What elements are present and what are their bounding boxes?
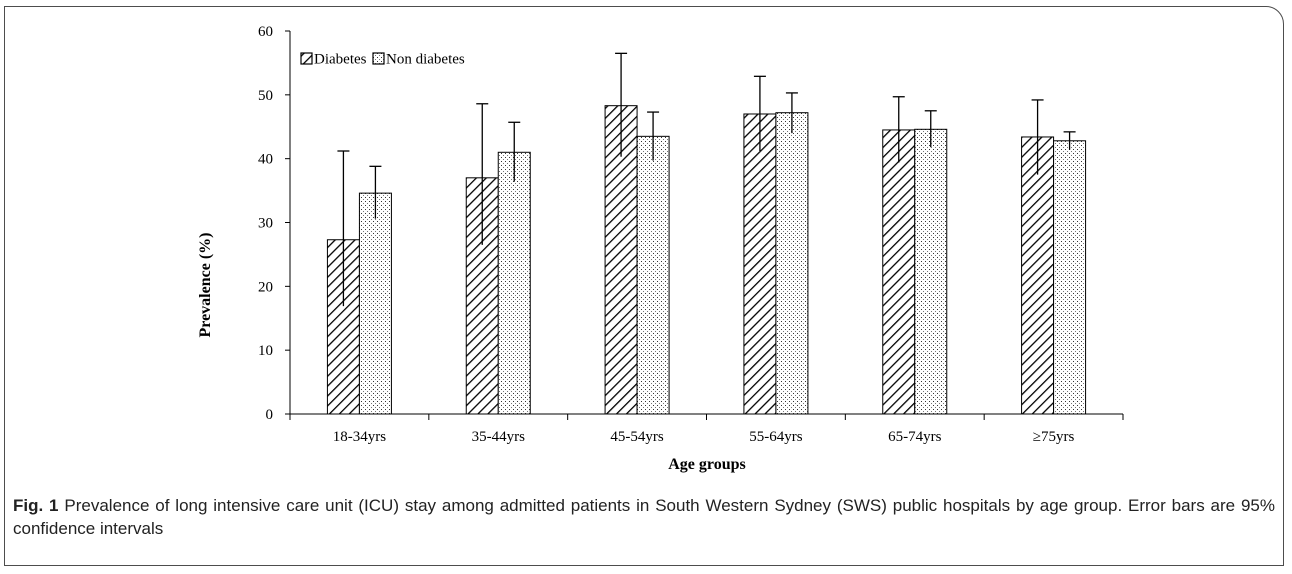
legend-label: Diabetes [314, 52, 367, 68]
bar-diabetes [1021, 136, 1055, 415]
figure-caption-label: Fig. 1 [13, 496, 59, 515]
y-tick-label: 20 [258, 279, 273, 295]
y-axis-label: Prevalence (%) [197, 233, 214, 338]
y-tick-label: 30 [258, 216, 273, 232]
legend-swatch-diabetes [300, 52, 313, 65]
x-tick-label: 18-34yrs [333, 429, 386, 445]
bar-non-diabetes [497, 151, 531, 415]
y-tick-label: 60 [258, 24, 273, 40]
x-tick-label: 45-54yrs [610, 429, 663, 445]
y-tick-label: 50 [258, 88, 273, 104]
x-tick-label: 35-44yrs [472, 429, 525, 445]
figure-caption: Fig. 1 Prevalence of long intensive care… [13, 494, 1275, 540]
bar-non-diabetes [358, 192, 392, 415]
bar-chart: 0 10 20 30 40 50 60 18-34yrs 35-44yrs 45-54yrs 55-… [197, 24, 1124, 473]
legend-label: Non diabetes [386, 52, 465, 68]
bar-diabetes [743, 113, 777, 415]
y-tick-label: 10 [258, 343, 273, 359]
bar-non-diabetes [914, 128, 948, 415]
legend-swatch-non-diabetes [372, 52, 385, 65]
x-tick-label: ≥75yrs [1033, 429, 1075, 445]
bar-non-diabetes [775, 112, 809, 415]
bar-non-diabetes [1053, 140, 1087, 415]
x-tick-label: 55-64yrs [749, 429, 802, 445]
y-tick-label: 0 [266, 407, 274, 423]
bar-non-diabetes [636, 135, 670, 415]
bar-diabetes [604, 105, 638, 415]
legend: Diabetes Non diabetes [300, 52, 465, 68]
y-tick-label: 40 [258, 152, 273, 168]
figure-caption-text: Prevalence of long intensive care unit (… [13, 496, 1276, 538]
bar-diabetes [882, 129, 916, 415]
bars [326, 52, 1087, 415]
x-tick-label: 65-74yrs [888, 429, 941, 445]
x-axis-label: Age groups [668, 456, 746, 473]
axes: 0 10 20 30 40 50 60 18-34yrs 35-44yrs 45-54yrs 55-… [258, 24, 1124, 445]
figure-frame [4, 6, 1284, 566]
